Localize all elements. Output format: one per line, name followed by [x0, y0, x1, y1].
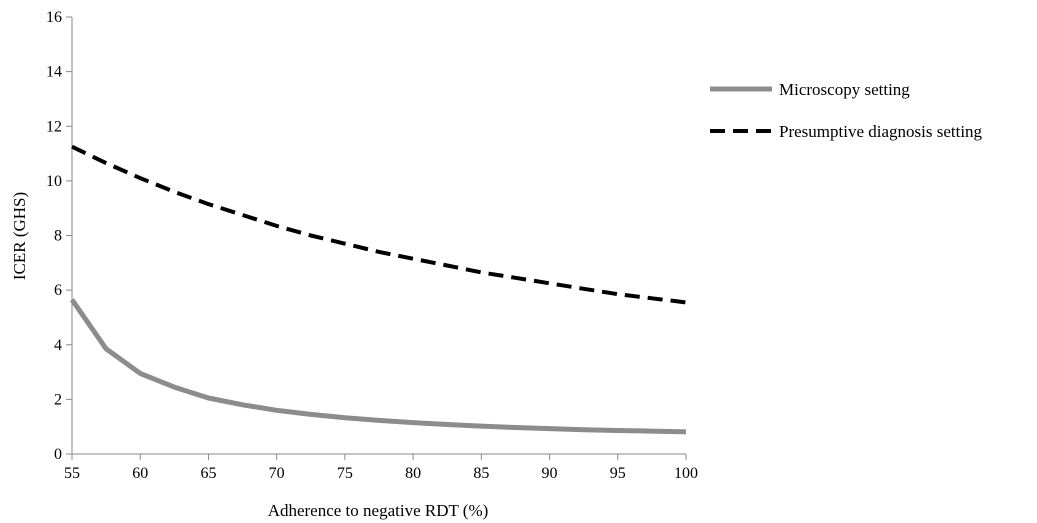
legend: Microscopy setting Presumptive diagnosis…: [710, 80, 983, 141]
x-tick-label: 75: [337, 465, 353, 482]
legend-label-microscopy: Microscopy setting: [779, 80, 910, 99]
x-tick-label: 70: [269, 465, 285, 482]
x-tick-label: 65: [200, 465, 216, 482]
x-tick-label: 90: [542, 465, 558, 482]
x-tick-label: 60: [132, 465, 148, 482]
y-tick-label: 4: [54, 337, 62, 354]
x-tick-label: 80: [405, 465, 421, 482]
y-tick-label: 10: [46, 173, 62, 190]
x-tick-label: 85: [473, 465, 489, 482]
x-tick-label: 100: [674, 465, 698, 482]
legend-label-presumptive: Presumptive diagnosis setting: [779, 122, 983, 141]
y-axis-title: ICER (GHS): [10, 192, 29, 280]
y-tick-label: 6: [54, 282, 62, 299]
series-layer: [69, 144, 687, 435]
y-tick-label: 2: [54, 391, 62, 408]
x-axis-title: Adherence to negative RDT (%): [268, 501, 489, 520]
y-tick-label: 16: [46, 9, 62, 26]
y-tick-label: 0: [54, 446, 62, 463]
y-ticks: 0 2 4 6 8 10 12 14 16: [46, 9, 72, 463]
y-tick-label: 12: [46, 118, 62, 135]
y-tick-label: 14: [46, 64, 62, 81]
x-ticks: 55 60 65 70 75 80 85 90 95 100: [64, 454, 698, 482]
series-line-1: [71, 144, 687, 305]
x-tick-label: 95: [610, 465, 626, 482]
chart-axes: 0 2 4 6 8 10 12 14 16 55 60 65 70 75 80 85 90 95 100: [46, 9, 698, 482]
y-tick-label: 8: [54, 228, 62, 245]
series-line-0: [69, 298, 687, 435]
x-tick-label: 55: [64, 465, 80, 482]
